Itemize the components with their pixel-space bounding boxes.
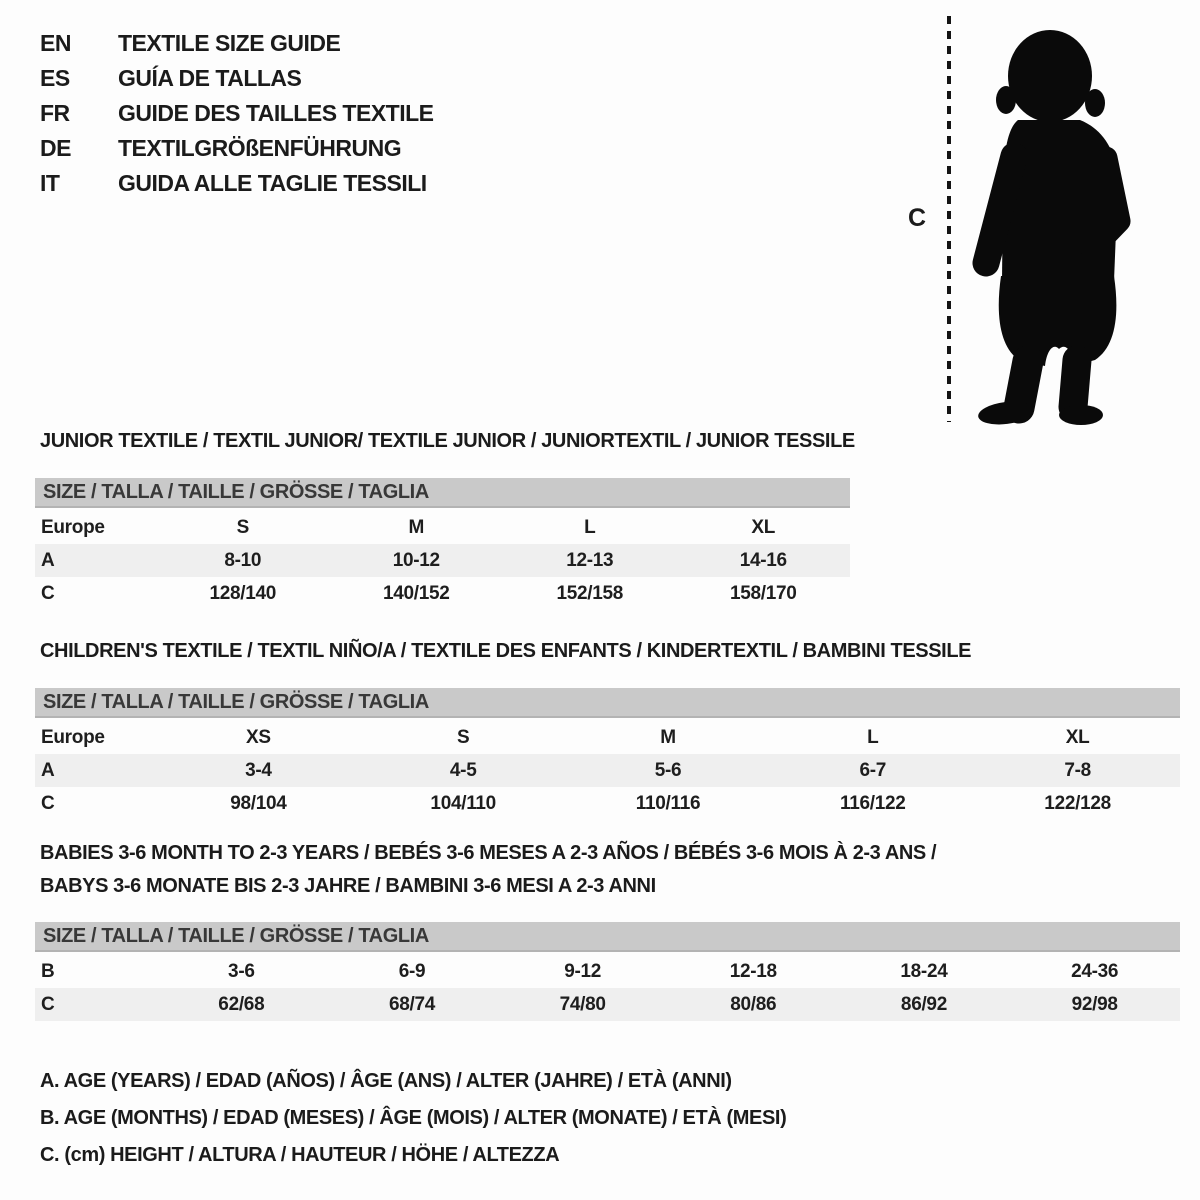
cell-value: 18-24 — [900, 960, 948, 982]
cell-value: L — [584, 516, 596, 538]
size-section: JUNIOR TEXTILE / TEXTIL JUNIOR/ TEXTILE … — [35, 430, 855, 610]
size-table: Europe S M L XL A 8-10 10-12 12-13 14-16 C 128/140 1… — [35, 511, 850, 610]
language-row: IT GUIDA ALLE TAGLIE TESSILI — [40, 166, 434, 201]
measure-legend: A. AGE (YEARS) / EDAD (AÑOS) / ÂGE (ANS)… — [40, 1063, 787, 1174]
cell-value: 3-6 — [228, 960, 255, 982]
cell-value: 8-10 — [224, 549, 262, 571]
cell-value: 110/116 — [635, 792, 701, 814]
section-title: BABIES 3-6 MONTH TO 2-3 YEARS / BEBÉS 3-… — [40, 842, 937, 864]
language-row: EN TEXTILE SIZE GUIDE — [40, 26, 434, 61]
legend-line: A. AGE (YEARS) / EDAD (AÑOS) / ÂGE (ANS)… — [40, 1070, 732, 1092]
cell-value: 122/128 — [1044, 792, 1111, 814]
size-table: B 3-6 6-9 9-12 12-18 18-24 24-36 C 62/68 68/74 74/… — [35, 955, 1180, 1021]
size-table: Europe XS S M L XL A 3-4 4-5 5-6 6-7 7-8 C 98/104 104/… — [35, 721, 1180, 820]
language-title: TEXTILGRÖßENFÜHRUNG — [118, 135, 402, 161]
table-row: C 128/140 140/152 152/158 158/170 — [35, 577, 850, 610]
cell-value: 86/92 — [900, 993, 947, 1015]
size-header-bar: SIZE / TALLA / TAILLE / GRÖSSE / TAGLIA — [35, 922, 1180, 952]
cell-value: 14-16 — [739, 549, 787, 571]
height-dashed-line — [947, 16, 951, 422]
row-label: Europe — [41, 726, 105, 748]
cell-value: 74/80 — [559, 993, 606, 1015]
language-code: ES — [40, 65, 70, 91]
row-label: A — [41, 549, 55, 571]
row-label: B — [41, 960, 55, 982]
language-code: IT — [40, 170, 60, 196]
cell-value: 5-6 — [654, 759, 682, 781]
cell-value: XL — [1065, 726, 1090, 748]
table-row: C 62/68 68/74 74/80 80/86 86/92 92/98 — [35, 988, 1180, 1021]
language-row: FR GUIDE DES TAILLES TEXTILE — [40, 96, 434, 131]
cell-value: 62/68 — [218, 993, 265, 1015]
row-label: Europe — [41, 516, 105, 538]
language-code: DE — [40, 135, 71, 161]
row-label: C — [41, 792, 55, 814]
cell-value: 12-13 — [566, 549, 614, 571]
language-title: GUIDE DES TAILLES TEXTILE — [118, 100, 434, 126]
row-label: C — [41, 582, 55, 604]
table-row: Europe XS S M L XL — [35, 721, 1180, 754]
language-row: ES GUÍA DE TALLAS — [40, 61, 434, 96]
cell-value: L — [867, 726, 879, 748]
row-label: C — [41, 993, 55, 1015]
language-code: EN — [40, 30, 71, 56]
cell-value: M — [408, 516, 425, 538]
cell-value: XL — [751, 516, 776, 538]
cell-value: 9-12 — [564, 960, 602, 982]
language-title-list: EN TEXTILE SIZE GUIDE ES GUÍA DE TALLAS … — [40, 26, 434, 201]
cell-value: 6-7 — [859, 759, 887, 781]
cell-value: 104/110 — [430, 792, 496, 814]
cell-value: 152/158 — [556, 582, 624, 604]
language-title: GUÍA DE TALLAS — [118, 65, 302, 91]
cell-value: 24-36 — [1071, 960, 1119, 982]
cell-value: 98/104 — [230, 792, 287, 814]
size-section: CHILDREN'S TEXTILE / TEXTIL NIÑO/A / TEX… — [35, 640, 1180, 820]
table-row: A 8-10 10-12 12-13 14-16 — [35, 544, 850, 577]
height-measure-label: C — [908, 204, 927, 232]
table-row: C 98/104 104/110 110/116 116/122 122/128 — [35, 787, 1180, 820]
cell-value: 80/86 — [730, 993, 777, 1015]
size-header-bar: SIZE / TALLA / TAILLE / GRÖSSE / TAGLIA — [35, 688, 1180, 718]
cell-value: 6-9 — [398, 960, 426, 982]
row-label: A — [41, 759, 55, 781]
cell-value: 68/74 — [388, 993, 435, 1015]
cell-value: 10-12 — [392, 549, 440, 571]
cell-value: 12-18 — [729, 960, 777, 982]
cell-value: 3-4 — [245, 759, 272, 781]
cell-value: M — [660, 726, 676, 748]
cell-value: 92/98 — [1071, 993, 1118, 1015]
size-header-bar: SIZE / TALLA / TAILLE / GRÖSSE / TAGLIA — [35, 478, 850, 508]
language-row: DE TEXTILGRÖßENFÜHRUNG — [40, 131, 434, 166]
cell-value: 116/122 — [840, 792, 906, 814]
table-row: Europe S M L XL — [35, 511, 850, 544]
language-title: GUIDA ALLE TAGLIE TESSILI — [118, 170, 427, 196]
language-title: TEXTILE SIZE GUIDE — [118, 30, 341, 56]
legend-line: C. (cm) HEIGHT / ALTURA / HAUTEUR / HÖHE… — [40, 1144, 560, 1166]
size-section: BABIES 3-6 MONTH TO 2-3 YEARS / BEBÉS 3-… — [35, 842, 1180, 1021]
cell-value: 158/170 — [729, 582, 797, 604]
toddler-silhouette-icon — [972, 30, 1131, 425]
section-title: JUNIOR TEXTILE / TEXTIL JUNIOR/ TEXTILE … — [40, 430, 855, 452]
size-figure: C — [898, 8, 1198, 428]
cell-value: S — [236, 516, 250, 538]
table-row: A 3-4 4-5 5-6 6-7 7-8 — [35, 754, 1180, 787]
cell-value: 7-8 — [1064, 759, 1091, 781]
cell-value: 140/152 — [382, 582, 450, 604]
cell-value: S — [457, 726, 470, 748]
legend-line: B. AGE (MONTHS) / EDAD (MESES) / ÂGE (MO… — [40, 1107, 787, 1129]
language-code: FR — [40, 100, 70, 126]
section-title: CHILDREN'S TEXTILE / TEXTIL NIÑO/A / TEX… — [40, 640, 972, 662]
table-row: B 3-6 6-9 9-12 12-18 18-24 24-36 — [35, 955, 1180, 988]
cell-value: 4-5 — [449, 759, 477, 781]
section-title-line2: BABYS 3-6 MONATE BIS 2-3 JAHRE / BAMBINI… — [40, 875, 656, 897]
cell-value: XS — [246, 726, 271, 748]
cell-value: 128/140 — [209, 582, 277, 604]
